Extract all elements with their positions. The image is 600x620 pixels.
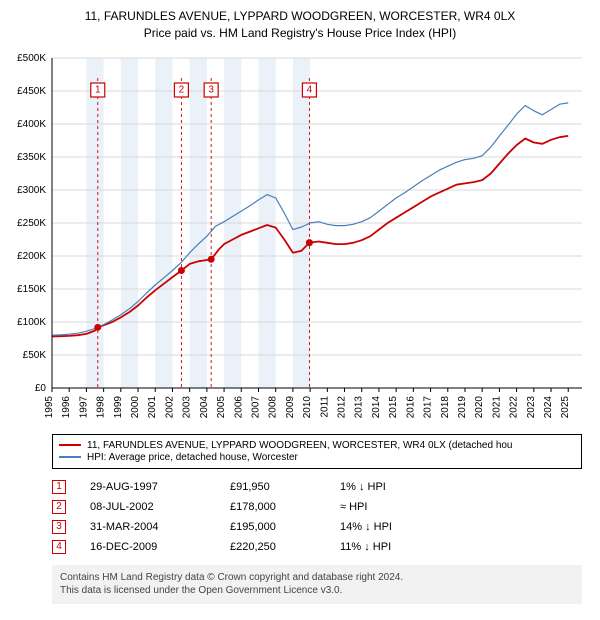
- svg-text:2020: 2020: [474, 395, 485, 418]
- legend-label: HPI: Average price, detached house, Worc…: [87, 452, 298, 463]
- svg-text:£50K: £50K: [23, 350, 47, 361]
- svg-text:2: 2: [179, 84, 185, 95]
- transaction-marker-icon: 1: [52, 480, 66, 494]
- svg-text:4: 4: [307, 84, 313, 95]
- transaction-delta: 14% ↓ HPI: [340, 521, 460, 533]
- svg-text:2005: 2005: [216, 395, 227, 418]
- svg-text:1998: 1998: [96, 395, 107, 418]
- svg-text:£400K: £400K: [17, 119, 46, 130]
- svg-text:£250K: £250K: [17, 218, 46, 229]
- title-address: 11, FARUNDLES AVENUE, LYPPARD WOODGREEN,…: [6, 8, 594, 25]
- transaction-delta: 11% ↓ HPI: [340, 541, 460, 553]
- transaction-date: 16-DEC-2009: [90, 541, 230, 553]
- transaction-table: 1 29-AUG-1997 £91,950 1% ↓ HPI 2 08-JUL-…: [52, 477, 582, 557]
- footer-line: This data is licensed under the Open Gov…: [60, 584, 574, 598]
- svg-text:2006: 2006: [233, 395, 244, 418]
- svg-text:2002: 2002: [164, 395, 175, 418]
- svg-text:1999: 1999: [113, 395, 124, 418]
- svg-text:£300K: £300K: [17, 185, 46, 196]
- svg-text:£450K: £450K: [17, 86, 46, 97]
- table-row: 4 16-DEC-2009 £220,250 11% ↓ HPI: [52, 537, 582, 557]
- svg-text:2019: 2019: [457, 395, 468, 418]
- svg-text:£350K: £350K: [17, 152, 46, 163]
- svg-text:1995: 1995: [44, 395, 55, 418]
- svg-text:£200K: £200K: [17, 251, 46, 262]
- svg-text:2025: 2025: [560, 395, 571, 418]
- table-row: 3 31-MAR-2004 £195,000 14% ↓ HPI: [52, 517, 582, 537]
- svg-text:2015: 2015: [388, 395, 399, 418]
- svg-text:£100K: £100K: [17, 317, 46, 328]
- svg-text:2021: 2021: [491, 395, 502, 418]
- legend: 11, FARUNDLES AVENUE, LYPPARD WOODGREEN,…: [52, 434, 582, 469]
- svg-text:2017: 2017: [423, 395, 434, 418]
- legend-swatch-icon: [59, 444, 81, 446]
- svg-text:2024: 2024: [543, 395, 554, 418]
- footer-line: Contains HM Land Registry data © Crown c…: [60, 571, 574, 585]
- transaction-price: £220,250: [230, 541, 340, 553]
- legend-label: 11, FARUNDLES AVENUE, LYPPARD WOODGREEN,…: [87, 440, 513, 451]
- svg-text:2022: 2022: [509, 395, 520, 418]
- svg-text:2010: 2010: [302, 395, 313, 418]
- svg-text:2003: 2003: [182, 395, 193, 418]
- transaction-delta: ≈ HPI: [340, 501, 460, 513]
- transaction-marker-icon: 2: [52, 500, 66, 514]
- svg-text:2000: 2000: [130, 395, 141, 418]
- svg-text:2008: 2008: [268, 395, 279, 418]
- svg-text:2012: 2012: [337, 395, 348, 418]
- svg-text:1997: 1997: [78, 395, 89, 418]
- legend-row: HPI: Average price, detached house, Worc…: [59, 452, 575, 463]
- table-row: 2 08-JUL-2002 £178,000 ≈ HPI: [52, 497, 582, 517]
- transaction-date: 08-JUL-2002: [90, 501, 230, 513]
- table-row: 1 29-AUG-1997 £91,950 1% ↓ HPI: [52, 477, 582, 497]
- svg-text:2023: 2023: [526, 395, 537, 418]
- svg-text:£150K: £150K: [17, 284, 46, 295]
- transaction-date: 31-MAR-2004: [90, 521, 230, 533]
- chart-plot: £0 £50K £100K £150K £200K £250K £300K £350K £400…: [6, 48, 594, 428]
- transaction-marker-icon: 4: [52, 540, 66, 554]
- svg-text:1996: 1996: [61, 395, 72, 418]
- svg-text:£500K: £500K: [17, 53, 46, 64]
- transaction-price: £91,950: [230, 481, 340, 493]
- svg-text:2016: 2016: [405, 395, 416, 418]
- svg-text:2004: 2004: [199, 395, 210, 418]
- svg-text:2001: 2001: [147, 395, 158, 418]
- transaction-price: £178,000: [230, 501, 340, 513]
- svg-text:2009: 2009: [285, 395, 296, 418]
- legend-row: 11, FARUNDLES AVENUE, LYPPARD WOODGREEN,…: [59, 440, 575, 451]
- legend-swatch-icon: [59, 456, 81, 458]
- svg-text:3: 3: [208, 84, 214, 95]
- transaction-price: £195,000: [230, 521, 340, 533]
- chart-container: 11, FARUNDLES AVENUE, LYPPARD WOODGREEN,…: [0, 0, 600, 612]
- svg-text:2018: 2018: [440, 395, 451, 418]
- title-subtitle: Price paid vs. HM Land Registry's House …: [6, 25, 594, 42]
- footer-attribution: Contains HM Land Registry data © Crown c…: [52, 565, 582, 604]
- svg-text:1: 1: [95, 84, 101, 95]
- svg-text:2014: 2014: [371, 395, 382, 418]
- transaction-marker-icon: 3: [52, 520, 66, 534]
- chart-title: 11, FARUNDLES AVENUE, LYPPARD WOODGREEN,…: [6, 8, 594, 42]
- svg-text:£0: £0: [35, 383, 47, 394]
- transaction-delta: 1% ↓ HPI: [340, 481, 460, 493]
- svg-text:2007: 2007: [250, 395, 261, 418]
- svg-text:2013: 2013: [354, 395, 365, 418]
- svg-text:2011: 2011: [319, 395, 330, 417]
- transaction-date: 29-AUG-1997: [90, 481, 230, 493]
- chart-svg: £0 £50K £100K £150K £200K £250K £300K £350K £400…: [6, 48, 594, 428]
